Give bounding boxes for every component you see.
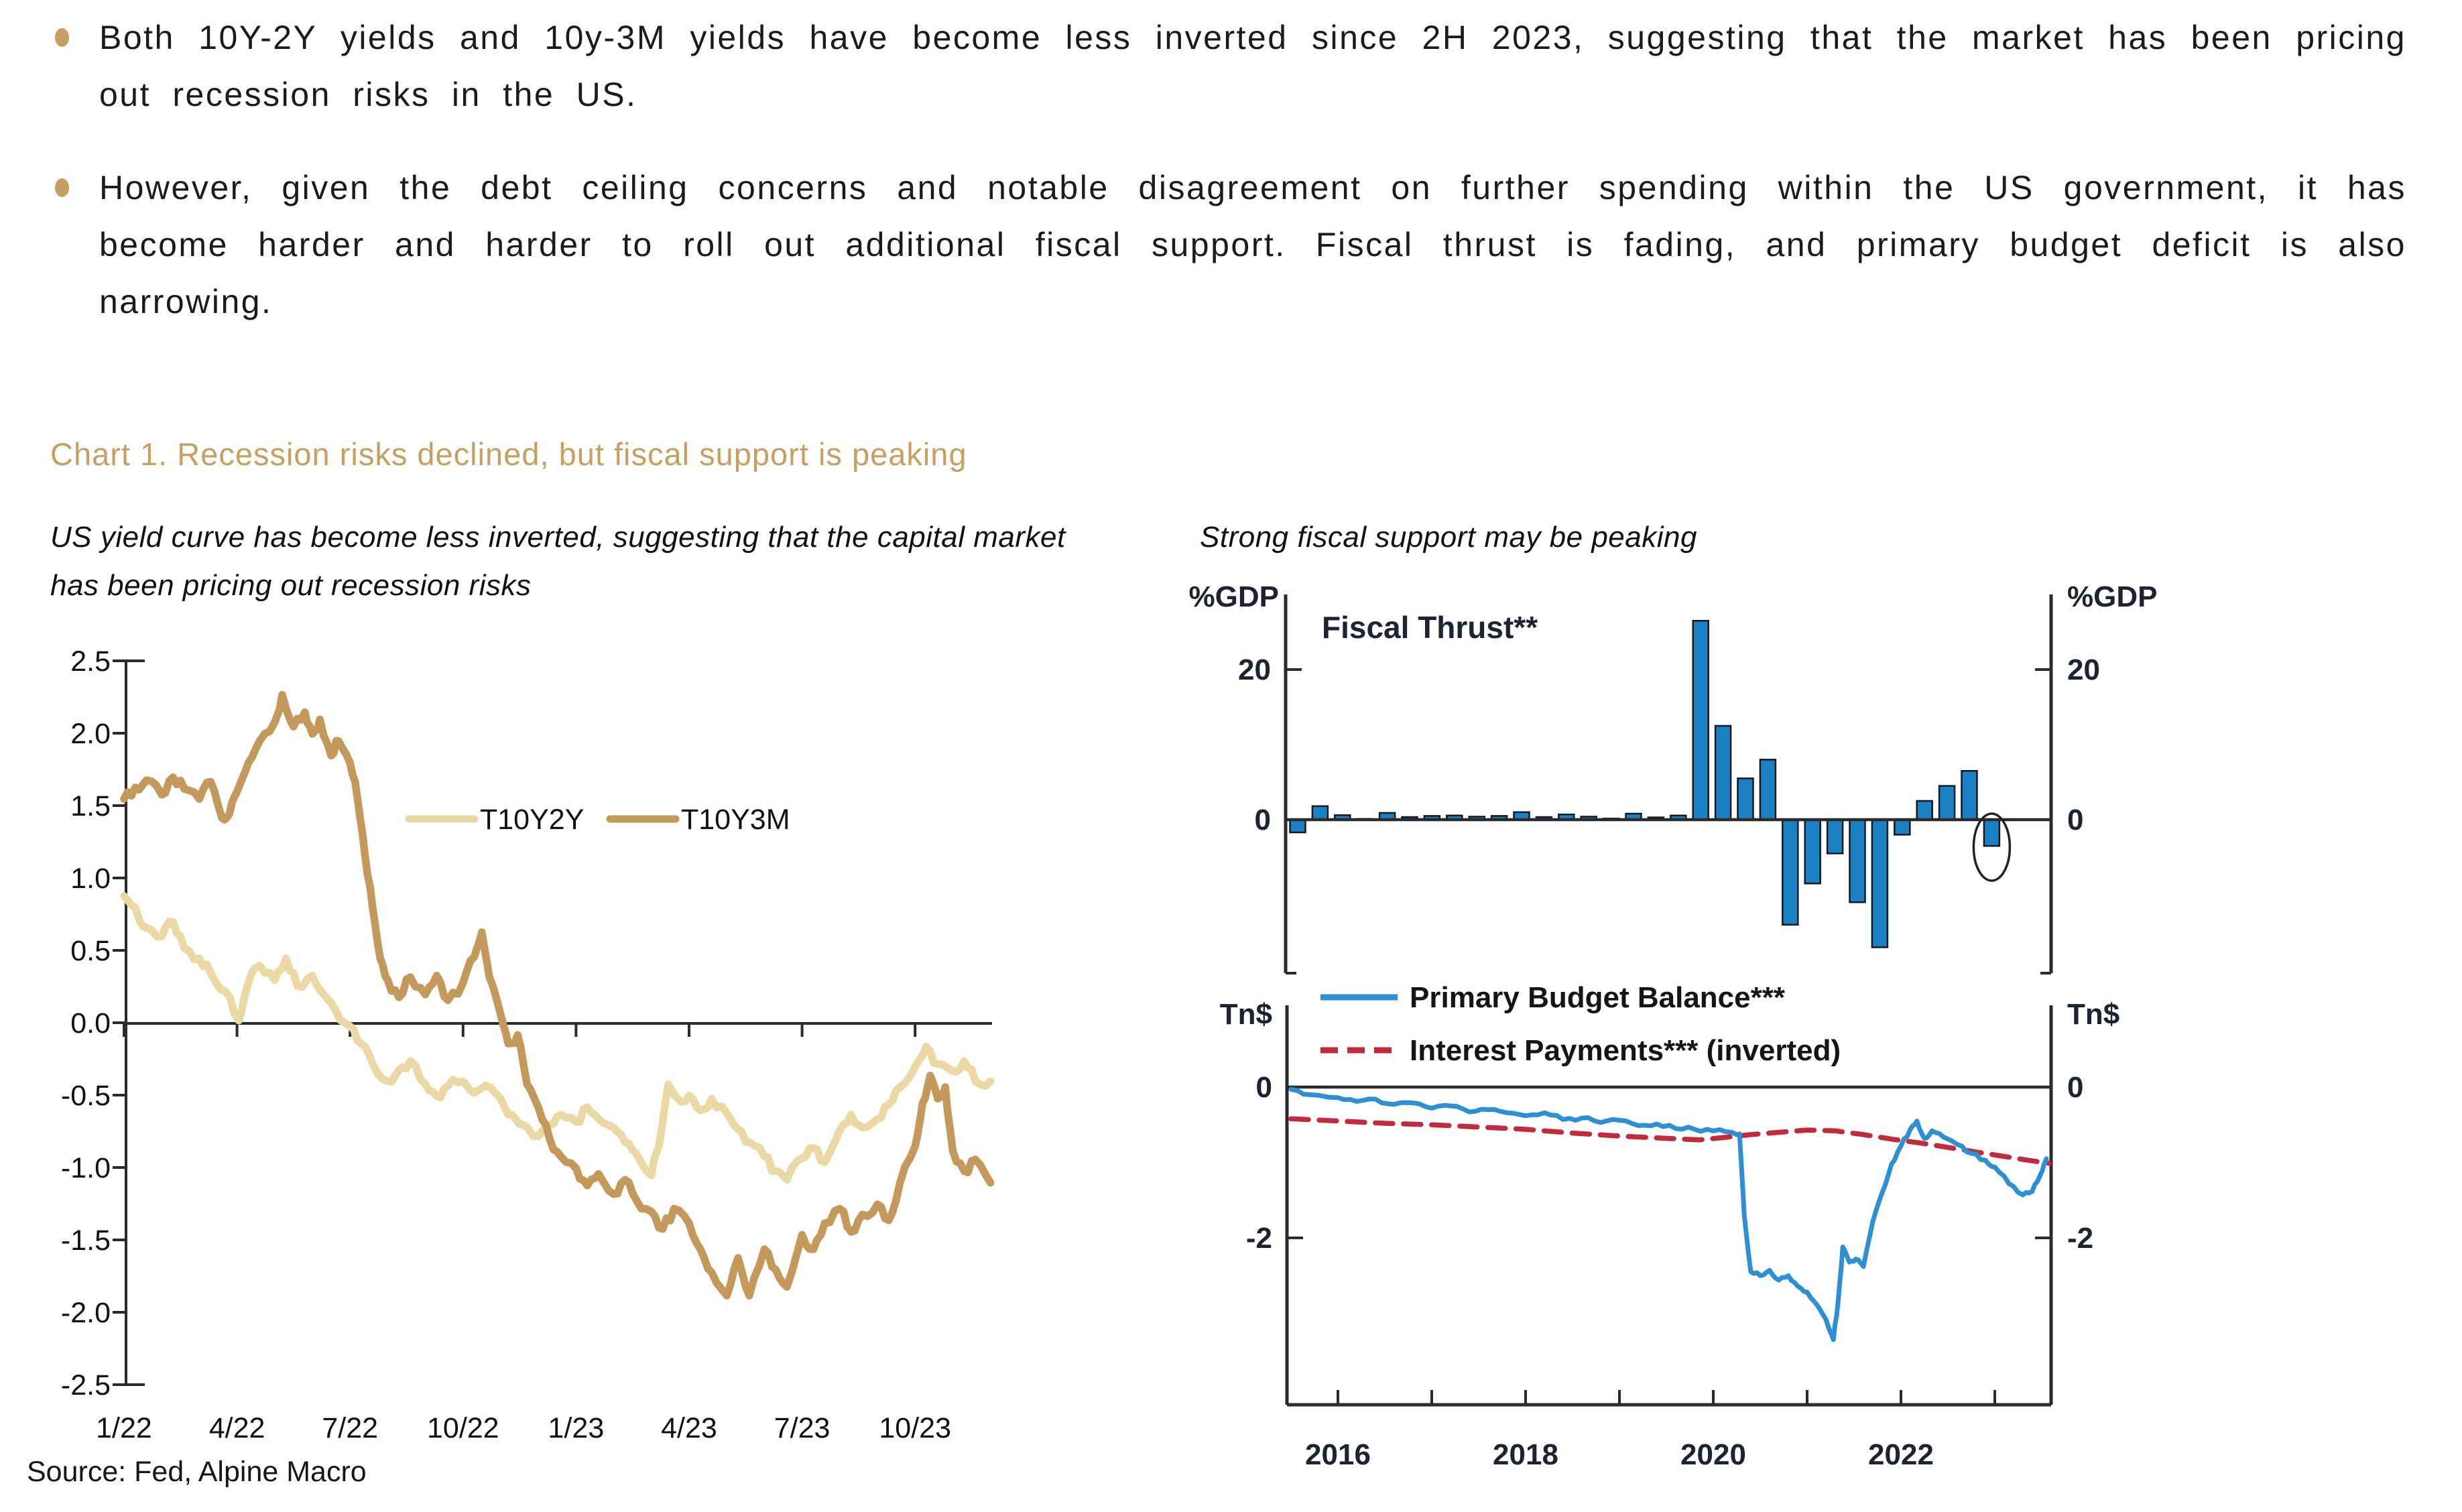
x-tick-label: 1/23 bbox=[548, 1412, 605, 1444]
interest-payments-line bbox=[1288, 1116, 2052, 1166]
y-tick-label-right: 20 bbox=[2067, 653, 2100, 686]
yield-chart-legend: T10Y2Y T10Y3M bbox=[405, 804, 790, 836]
chart-section-title: Chart 1. Recession risks declined, but f… bbox=[50, 436, 967, 472]
fiscal-thrust-bar-2020Q3 bbox=[1737, 777, 1754, 821]
x-tick-label: 10/23 bbox=[879, 1412, 951, 1444]
x-tick-label: 10/22 bbox=[427, 1412, 499, 1444]
y-tick-label: 1.0 bbox=[70, 863, 111, 895]
y-tick-label: -0.5 bbox=[61, 1080, 111, 1112]
ylabel-right: %GDP bbox=[2067, 580, 2157, 613]
t10y3m-line bbox=[120, 690, 995, 1300]
ylabel-right: Tn$ bbox=[2067, 998, 2119, 1031]
fiscal-thrust-bar-2022Q4 bbox=[1938, 785, 1956, 821]
x-tick-label: 2018 bbox=[1493, 1438, 1558, 1471]
fiscal-thrust-bar-2021Q2 bbox=[1804, 818, 1821, 885]
y-tick-label-right: 0 bbox=[2067, 1071, 2083, 1104]
interest-payments-legend-label: Interest Payments*** (inverted) bbox=[1410, 1034, 1841, 1067]
x-tick-label: 2016 bbox=[1305, 1438, 1371, 1471]
t10y2y-legend-label: T10Y2Y bbox=[480, 804, 584, 836]
y-tick-label: 1.5 bbox=[70, 790, 111, 822]
y-tick-label: 20 bbox=[1238, 653, 1271, 686]
fiscal-thrust-bar-2015Q4 bbox=[1311, 805, 1329, 821]
x-tick-label: 1/22 bbox=[96, 1412, 152, 1444]
y-tick-label: -2 bbox=[1246, 1222, 1272, 1255]
y-tick-label: -2.5 bbox=[61, 1369, 111, 1401]
budget-balance-legend: Primary Budget Balance*** Interest Paymen… bbox=[1320, 981, 1841, 1067]
y-tick-label-right: -2 bbox=[2067, 1222, 2093, 1255]
fiscal-thrust-bar-2023Q2 bbox=[1983, 818, 2001, 847]
fiscal-thrust-panel: %GDP %GDP 20 20 0 0 Fiscal Thrust** bbox=[1189, 580, 2157, 974]
y-tick-label-right: 0 bbox=[2067, 804, 2083, 836]
fiscal-thrust-bar-2021Q3 bbox=[1826, 818, 1844, 855]
fiscal-thrust-bar-2023Q1 bbox=[1961, 769, 1978, 821]
budget-balance-panel: Tn$ Tn$ 0 0 -2 -2 2016 2018 2020 2022 bbox=[1220, 998, 2119, 1471]
y-tick-label: 0.0 bbox=[70, 1007, 111, 1040]
fiscal-thrust-bar-2022Q2 bbox=[1894, 818, 1911, 836]
left-chart-caption: US yield curve has become less inverted,… bbox=[50, 521, 1066, 602]
fiscal-thrust-bar-2020Q4 bbox=[1759, 759, 1777, 821]
x-tick-label: 2022 bbox=[1868, 1438, 1934, 1471]
source-note: Source: Fed, Alpine Macro bbox=[27, 1456, 367, 1488]
fiscal-thrust-bar-2020Q1 bbox=[1692, 619, 1709, 821]
bullet-item-1: Both 10Y-2Y yields and 10y-3M yields hav… bbox=[55, 9, 2406, 123]
ylabel-left: Tn$ bbox=[1220, 998, 1272, 1031]
y-tick-label: -1.0 bbox=[61, 1152, 111, 1184]
fiscal-thrust-title: Fiscal Thrust** bbox=[1322, 610, 1538, 645]
primary-budget-balance-line bbox=[1288, 1086, 2049, 1342]
bullet-marker-icon bbox=[55, 178, 69, 197]
bullet-list: Both 10Y-2Y yields and 10y-3M yields hav… bbox=[55, 9, 2406, 330]
y-tick-label: 0 bbox=[1255, 804, 1271, 836]
t10y3m-legend-label: T10Y3M bbox=[681, 804, 790, 836]
bullet-text-2: However, given the debt ceiling concerns… bbox=[99, 169, 2406, 320]
fiscal-thrust-bar-2021Q4 bbox=[1849, 818, 1866, 903]
bullet-text-1: Both 10Y-2Y yields and 10y-3M yields hav… bbox=[99, 19, 2406, 113]
right-chart-caption: Strong fiscal support may be peaking bbox=[1200, 521, 1697, 554]
x-tick-label: 2020 bbox=[1680, 1438, 1746, 1471]
primary-budget-legend-label: Primary Budget Balance*** bbox=[1410, 981, 1786, 1014]
t10y2y-line bbox=[120, 892, 995, 1184]
y-tick-label: 0 bbox=[1256, 1071, 1272, 1104]
x-tick-label: 7/22 bbox=[322, 1412, 378, 1444]
fiscal-thrust-bar-2015Q3 bbox=[1289, 818, 1306, 834]
fiscal-thrust-bar-2020Q2 bbox=[1714, 724, 1732, 821]
yield-chart-plot: 2.5 2.0 1.5 1.0 0.5 0.0 -0.5 -1.0 -1.5 -2.0 -2.5 1/… bbox=[61, 645, 995, 1444]
yield-spread-chart: 2.5 2.0 1.5 1.0 0.5 0.0 -0.5 -1.0 -1.5 -2.0 -2.5 1/… bbox=[61, 645, 995, 1444]
bullet-marker-icon bbox=[55, 28, 69, 47]
last-bar-circle-annotation bbox=[1972, 812, 2012, 882]
y-tick-label: 2.5 bbox=[70, 645, 111, 678]
ylabel-left: %GDP bbox=[1189, 580, 1279, 613]
x-tick-label: 7/23 bbox=[774, 1412, 830, 1444]
y-tick-label: 2.0 bbox=[70, 718, 111, 750]
bullet-item-2: However, given the debt ceiling concerns… bbox=[55, 160, 2406, 330]
y-tick-label: -1.5 bbox=[61, 1224, 111, 1257]
y-tick-label: 0.5 bbox=[70, 935, 111, 967]
fiscal-thrust-bar-2021Q1 bbox=[1782, 818, 1799, 926]
x-tick-label: 4/22 bbox=[209, 1412, 265, 1444]
fiscal-thrust-bar-2022Q1 bbox=[1871, 818, 1889, 948]
y-tick-label: -2.0 bbox=[61, 1297, 111, 1329]
x-tick-label: 4/23 bbox=[661, 1412, 717, 1444]
fiscal-thrust-bar-2022Q3 bbox=[1916, 800, 1933, 821]
